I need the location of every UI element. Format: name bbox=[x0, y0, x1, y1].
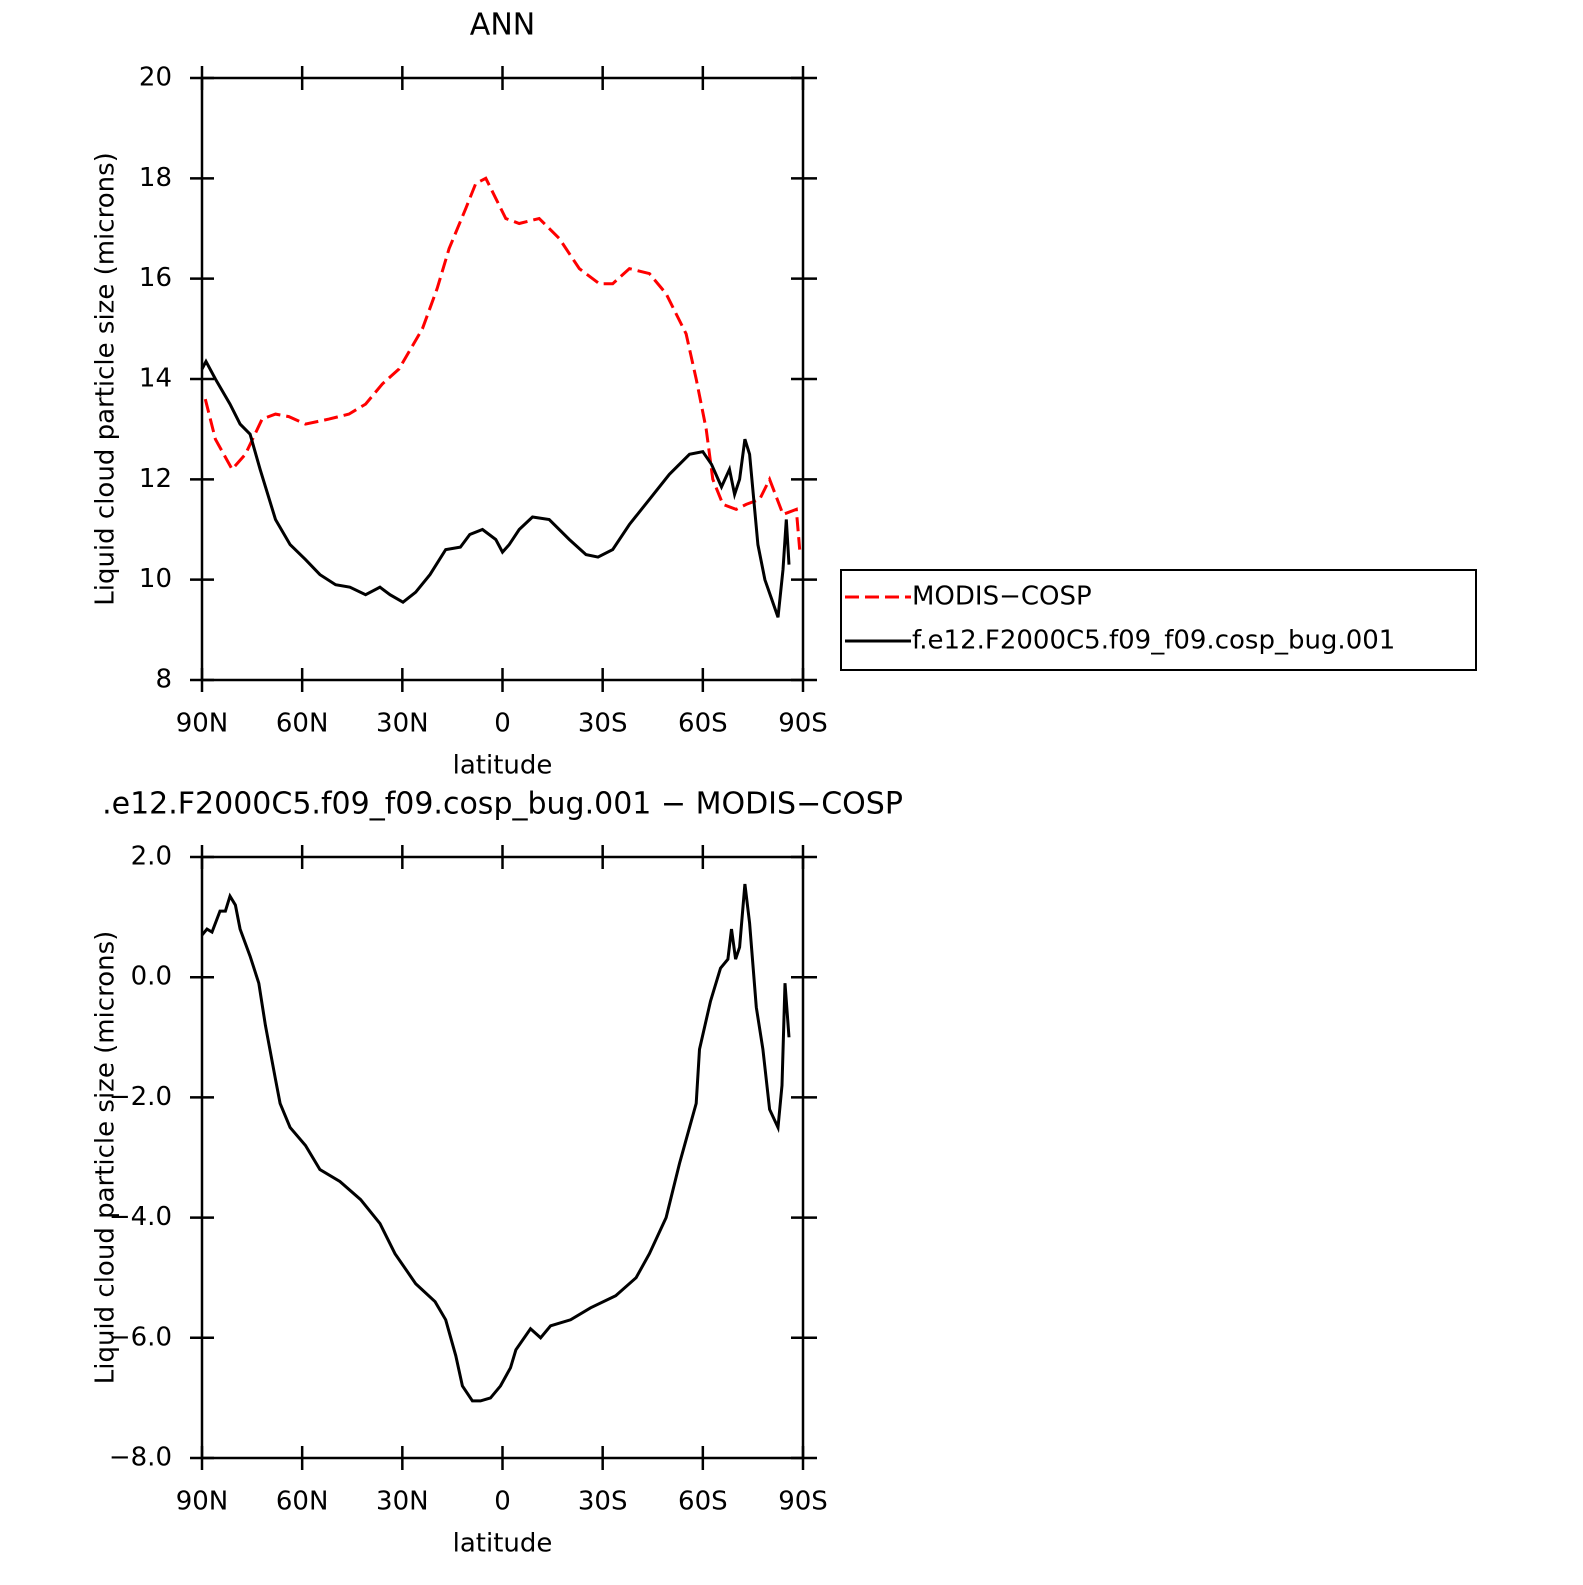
x-tick-label: 60S bbox=[678, 1487, 728, 1517]
x-tick-label: 60N bbox=[276, 709, 329, 739]
legend-label: MODIS−COSP bbox=[912, 582, 1092, 612]
x-tick-label: 60N bbox=[276, 1487, 329, 1517]
y-tick-label: 14 bbox=[139, 364, 172, 394]
plot-frame bbox=[200, 855, 805, 1460]
x-tick-label: 60S bbox=[678, 709, 728, 739]
y-axis-label: Liquid cloud particle size (microns) bbox=[91, 931, 121, 1385]
y-tick-label: 18 bbox=[139, 163, 172, 193]
y-tick-label: −8.0 bbox=[109, 1443, 172, 1473]
y-axis-label: Liquid cloud particle size (microns) bbox=[91, 152, 121, 606]
y-tick-label: −2.0 bbox=[109, 1082, 172, 1112]
chart-title: .e12.F2000C5.f09_f09.cosp_bug.001 − MODI… bbox=[102, 787, 903, 822]
x-tick-label: 90N bbox=[176, 1487, 229, 1517]
x-tick-label: 30N bbox=[376, 709, 429, 739]
series-line bbox=[200, 358, 791, 618]
y-tick-label: 20 bbox=[139, 63, 172, 93]
x-tick-label: 30S bbox=[578, 709, 628, 739]
plot-frame bbox=[200, 76, 805, 682]
x-axis-label: latitude bbox=[453, 1529, 553, 1559]
y-tick-label: −4.0 bbox=[109, 1202, 172, 1232]
legend-label: f.e12.F2000C5.f09_f09.cosp_bug.001 bbox=[912, 626, 1395, 656]
x-tick-label: 0 bbox=[494, 709, 511, 739]
y-tick-label: 10 bbox=[139, 564, 172, 594]
x-tick-label: 30S bbox=[578, 1487, 628, 1517]
y-tick-label: −6.0 bbox=[109, 1322, 172, 1352]
x-tick-label: 90N bbox=[176, 709, 229, 739]
x-axis-label: latitude bbox=[453, 751, 553, 781]
series-line bbox=[200, 883, 791, 1403]
x-tick-label: 30N bbox=[376, 1487, 429, 1517]
x-tick-label: 90S bbox=[778, 709, 828, 739]
series-line bbox=[203, 176, 802, 550]
x-tick-label: 90S bbox=[778, 1487, 828, 1517]
y-tick-label: 12 bbox=[139, 464, 172, 494]
legend-box bbox=[840, 569, 1477, 671]
y-tick-label: 8 bbox=[155, 665, 172, 695]
x-tick-label: 0 bbox=[494, 1487, 511, 1517]
y-tick-label: 2.0 bbox=[131, 842, 172, 872]
chart-title: ANN bbox=[470, 8, 535, 43]
y-tick-label: 0.0 bbox=[131, 962, 172, 992]
y-tick-label: 16 bbox=[139, 263, 172, 293]
